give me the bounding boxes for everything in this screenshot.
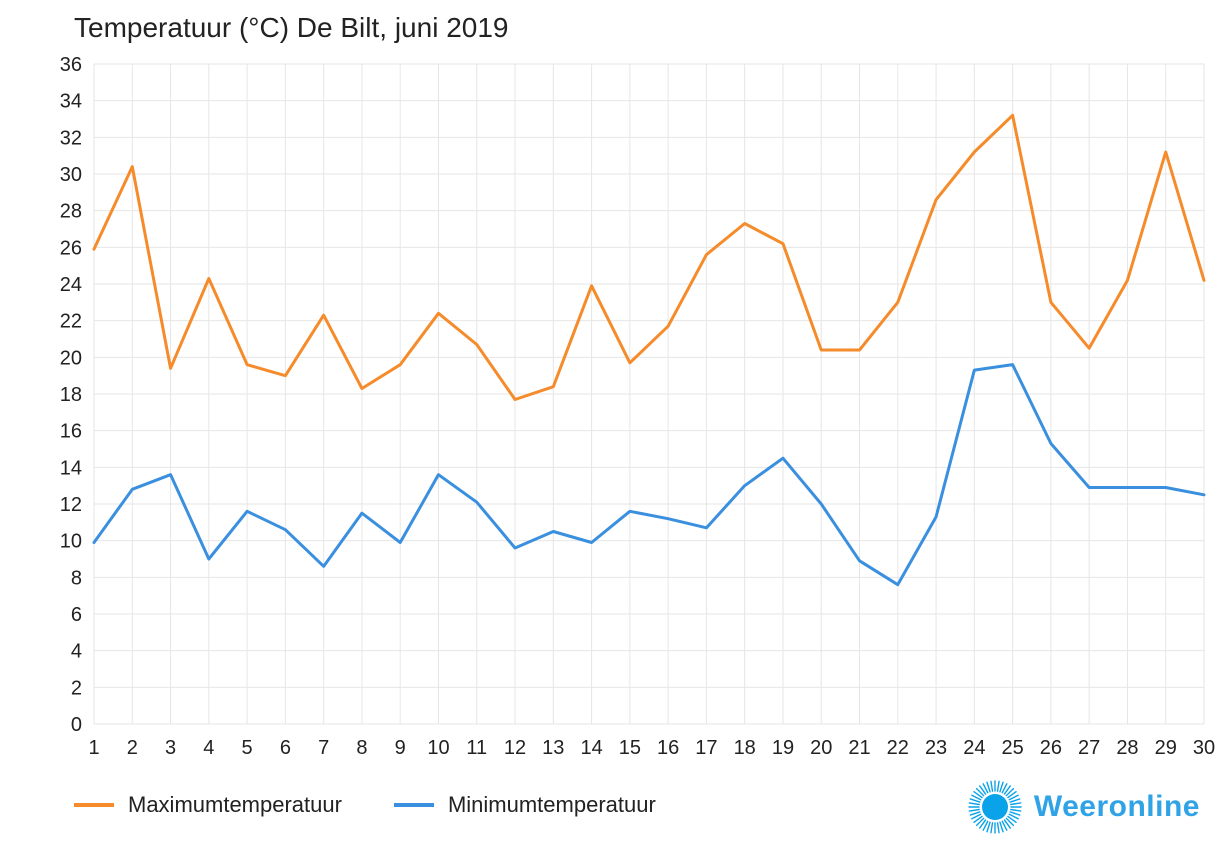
brand: Weeronline bbox=[968, 780, 1200, 834]
svg-text:22: 22 bbox=[60, 311, 82, 333]
svg-text:18: 18 bbox=[734, 737, 756, 759]
svg-text:21: 21 bbox=[848, 737, 870, 759]
legend-item-min: Minimumtemperatuur bbox=[394, 792, 656, 818]
svg-text:12: 12 bbox=[504, 737, 526, 759]
svg-text:6: 6 bbox=[71, 604, 82, 626]
svg-text:4: 4 bbox=[71, 641, 82, 663]
svg-text:10: 10 bbox=[427, 737, 449, 759]
brand-text: Weeronline bbox=[1034, 790, 1200, 824]
svg-text:2: 2 bbox=[71, 677, 82, 699]
svg-text:25: 25 bbox=[1001, 737, 1023, 759]
svg-text:10: 10 bbox=[60, 531, 82, 553]
svg-text:13: 13 bbox=[542, 737, 564, 759]
svg-text:30: 30 bbox=[1193, 737, 1215, 759]
svg-text:24: 24 bbox=[60, 274, 82, 296]
svg-text:24: 24 bbox=[963, 737, 985, 759]
svg-text:7: 7 bbox=[318, 737, 329, 759]
svg-text:18: 18 bbox=[60, 384, 82, 406]
temperature-chart: Temperatuur (°C) De Bilt, juni 2019 0246… bbox=[0, 0, 1228, 858]
svg-text:6: 6 bbox=[280, 737, 291, 759]
svg-text:15: 15 bbox=[619, 737, 641, 759]
svg-text:1: 1 bbox=[88, 737, 99, 759]
svg-text:8: 8 bbox=[356, 737, 367, 759]
svg-text:23: 23 bbox=[925, 737, 947, 759]
svg-text:16: 16 bbox=[657, 737, 679, 759]
svg-text:11: 11 bbox=[466, 737, 487, 759]
svg-text:14: 14 bbox=[60, 457, 82, 479]
svg-text:28: 28 bbox=[60, 201, 82, 223]
svg-text:32: 32 bbox=[60, 127, 82, 149]
svg-text:12: 12 bbox=[60, 494, 82, 516]
legend-label-max: Maximumtemperatuur bbox=[128, 792, 342, 818]
svg-text:0: 0 bbox=[71, 714, 82, 736]
svg-text:28: 28 bbox=[1116, 737, 1138, 759]
svg-text:4: 4 bbox=[203, 737, 214, 759]
svg-text:14: 14 bbox=[580, 737, 602, 759]
legend-item-max: Maximumtemperatuur bbox=[74, 792, 342, 818]
svg-text:5: 5 bbox=[242, 737, 253, 759]
svg-text:29: 29 bbox=[1155, 737, 1177, 759]
plot-svg: 024681012141618202224262830323436 123456… bbox=[0, 0, 1228, 858]
svg-text:2: 2 bbox=[127, 737, 138, 759]
svg-text:9: 9 bbox=[395, 737, 406, 759]
svg-text:3: 3 bbox=[165, 737, 176, 759]
svg-text:22: 22 bbox=[887, 737, 909, 759]
legend-label-min: Minimumtemperatuur bbox=[448, 792, 656, 818]
legend-swatch-max bbox=[74, 803, 114, 807]
svg-text:34: 34 bbox=[60, 91, 82, 113]
svg-text:19: 19 bbox=[772, 737, 794, 759]
legend-swatch-min bbox=[394, 803, 434, 807]
legend: Maximumtemperatuur Minimumtemperatuur bbox=[74, 792, 656, 818]
brand-logo-icon bbox=[968, 780, 1022, 834]
svg-text:20: 20 bbox=[60, 347, 82, 369]
svg-text:27: 27 bbox=[1078, 737, 1100, 759]
svg-text:17: 17 bbox=[695, 737, 717, 759]
svg-text:30: 30 bbox=[60, 164, 82, 186]
svg-text:8: 8 bbox=[71, 567, 82, 589]
svg-text:20: 20 bbox=[810, 737, 832, 759]
svg-text:16: 16 bbox=[60, 421, 82, 443]
svg-text:26: 26 bbox=[1040, 737, 1062, 759]
svg-text:26: 26 bbox=[60, 237, 82, 259]
svg-text:36: 36 bbox=[60, 54, 82, 76]
